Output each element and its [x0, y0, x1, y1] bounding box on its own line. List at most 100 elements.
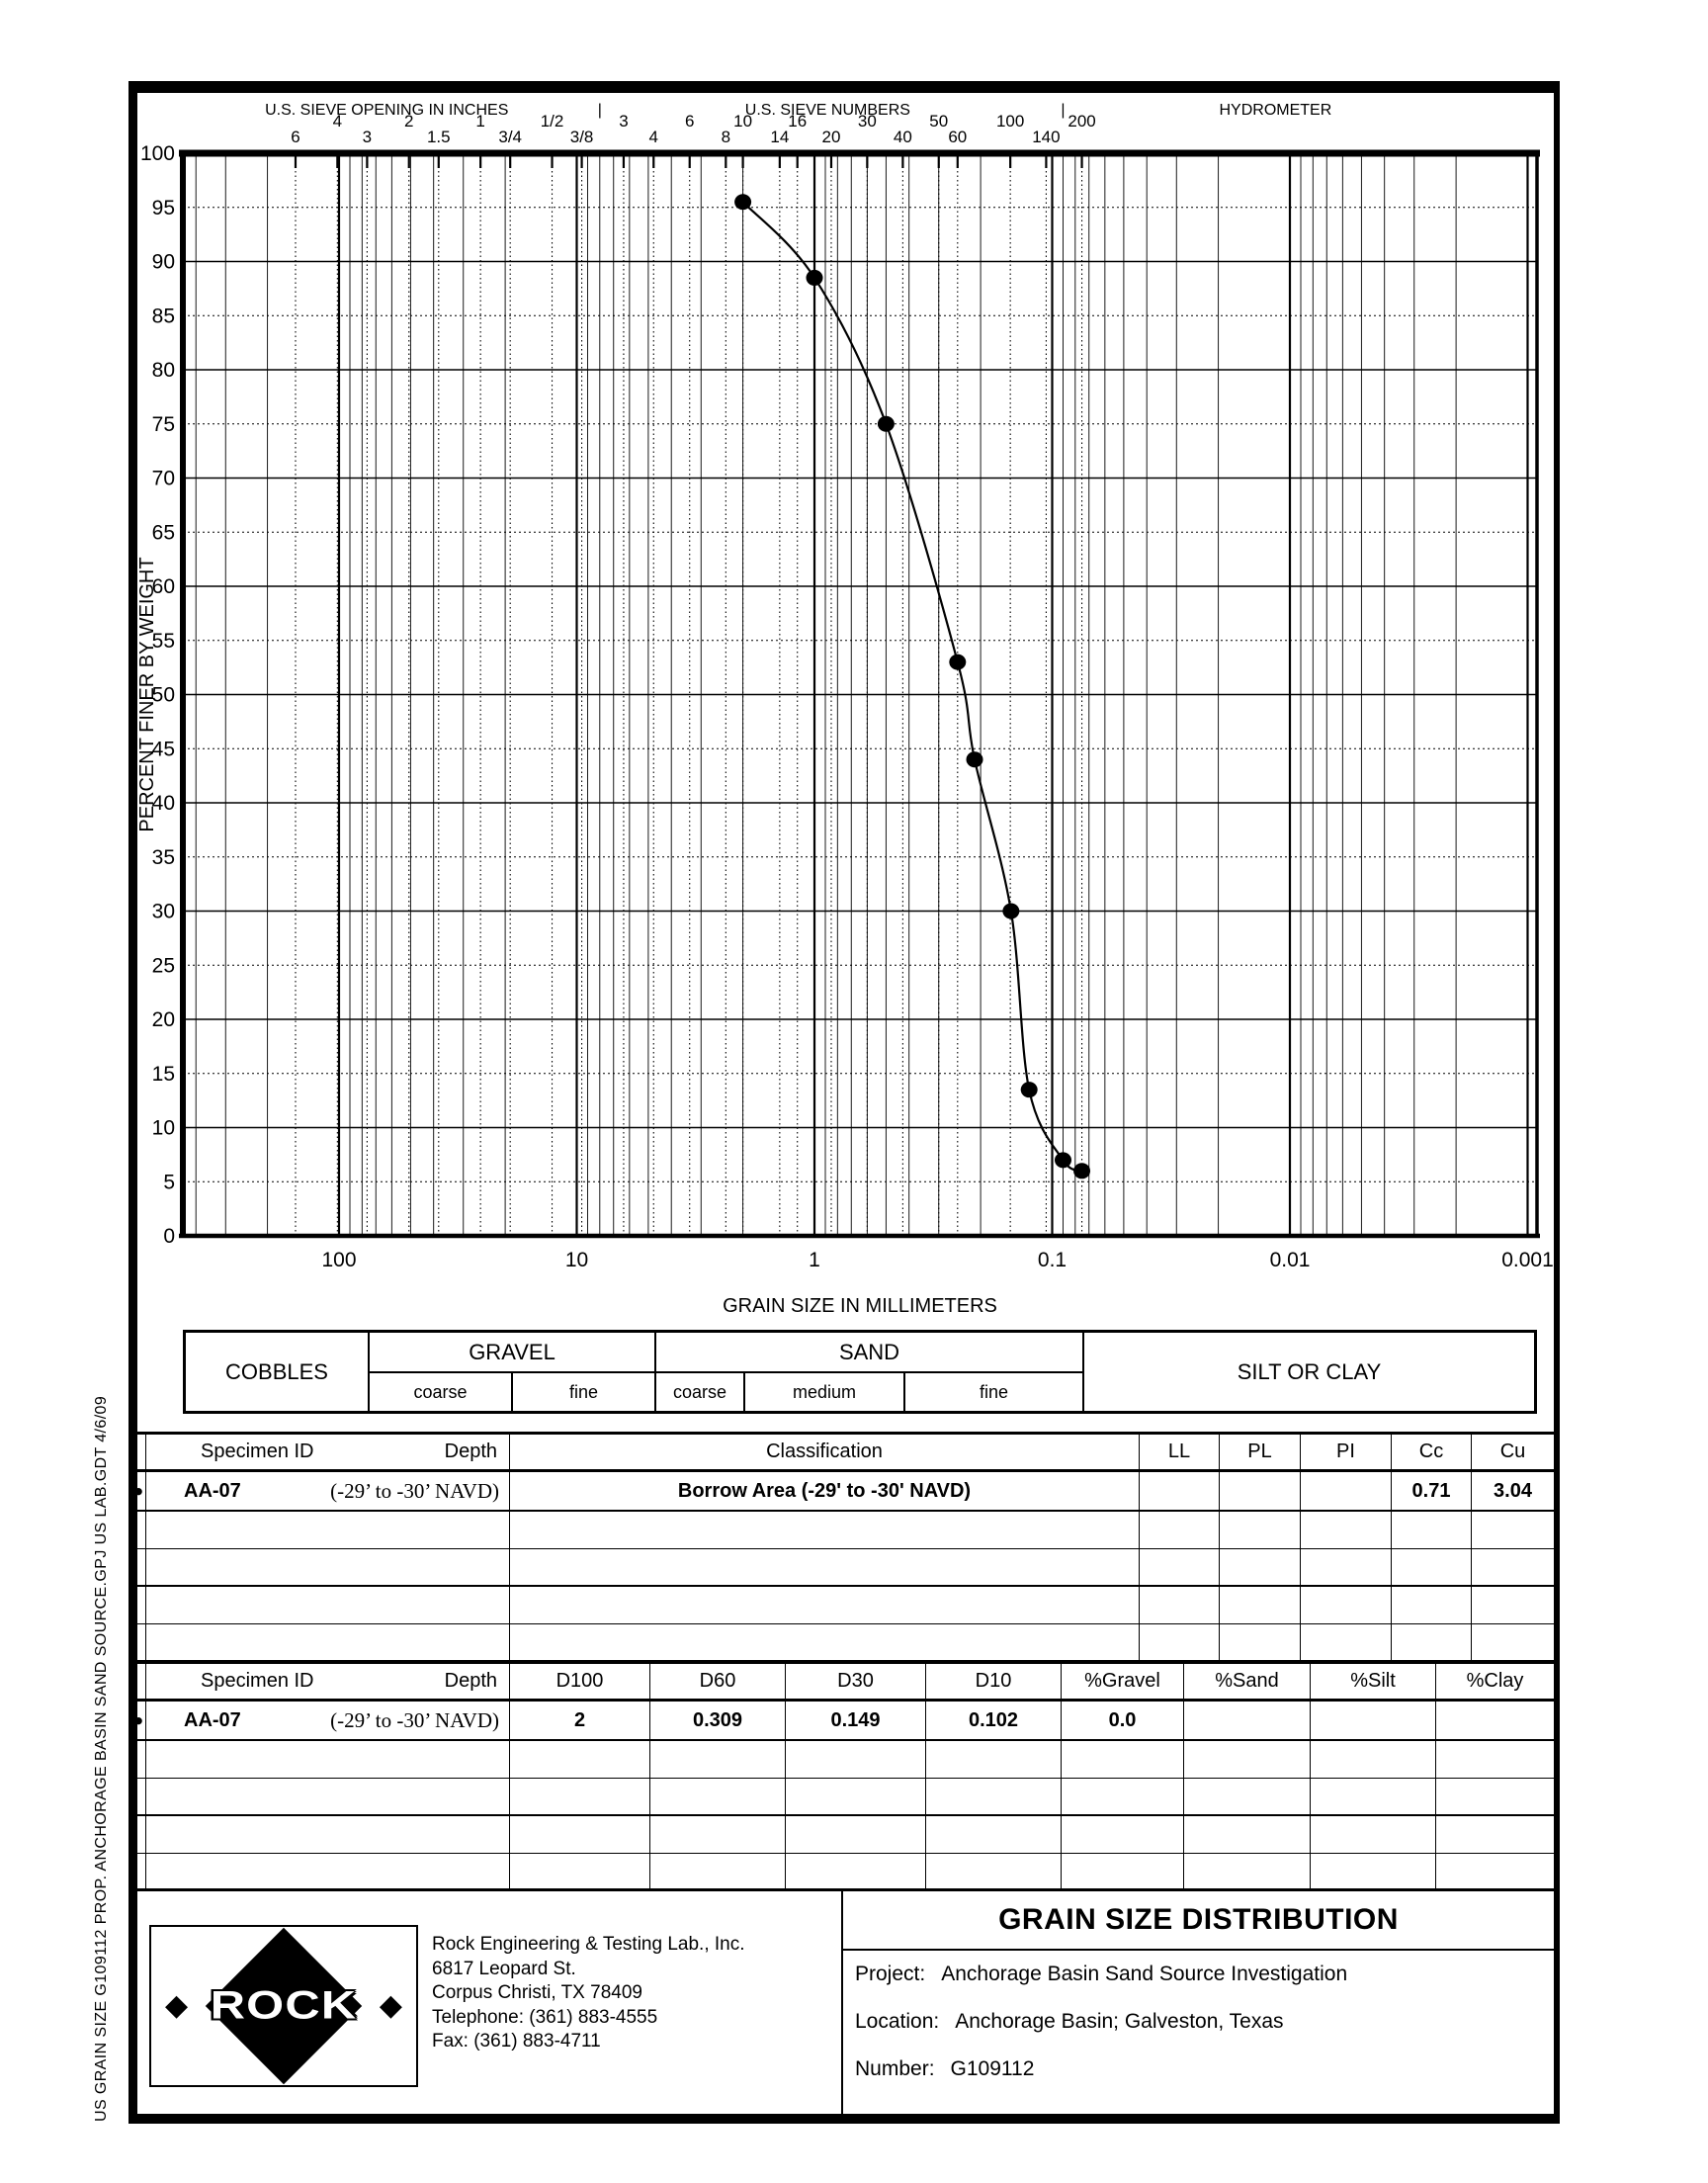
y-tick-label: 35: [152, 846, 175, 869]
data-point: [1002, 903, 1020, 919]
specimen-depth-cell: AA-07 (-29’ to -30’ NAVD): [146, 1702, 510, 1739]
d10-header: D10: [926, 1664, 1062, 1699]
data-point: [966, 751, 983, 768]
silt-pct-value: [1311, 1702, 1436, 1739]
d60-value: 0.309: [650, 1702, 786, 1739]
sieve-label: 14: [770, 128, 789, 146]
y-tick-label: 40: [152, 792, 175, 815]
y-tick-label: 10: [152, 1117, 175, 1140]
title-block: GRAIN SIZE DISTRIBUTION Project: Anchorag…: [841, 1891, 1554, 2114]
y-tick-label: 75: [152, 413, 175, 436]
sieve-label: 8: [722, 128, 730, 146]
sieve-label: 3: [619, 112, 628, 131]
sieve-label: 1/2: [541, 112, 564, 131]
data-point: [877, 415, 895, 432]
x-tick-label: 1: [809, 1249, 820, 1271]
specimen-depth-header: Specimen ID Depth: [146, 1435, 510, 1469]
data-point: [806, 269, 823, 286]
series-marker-cell: ●: [133, 1472, 146, 1510]
band-sand: SAND coarse medium fine: [656, 1333, 1084, 1411]
d60-header: D60: [650, 1664, 786, 1699]
empty-row: [137, 1854, 1554, 1891]
series-marker-cell: ●: [133, 1702, 146, 1739]
y-tick-label: 80: [152, 359, 175, 382]
logo-left-diamond-icon: ◆: [165, 1989, 189, 2022]
d100-header: D100: [510, 1664, 650, 1699]
depth-header: Depth: [444, 1441, 497, 1462]
band-sand-fine: fine: [979, 1381, 1009, 1402]
pi-header: PI: [1301, 1435, 1392, 1469]
cu-value: 3.04: [1494, 1479, 1532, 1502]
empty-row: [137, 1741, 1554, 1779]
classification-header: Classification: [510, 1435, 1140, 1469]
gradation-curve: [741, 201, 1083, 1173]
location-label: Location:: [855, 2010, 940, 2033]
number-value: G109112: [950, 2057, 1035, 2080]
sieve-label: 60: [948, 128, 967, 146]
y-tick-label: 85: [152, 305, 175, 327]
band-sand-medium: medium: [745, 1373, 905, 1411]
company-city: Corpus Christi, TX 78409: [432, 1982, 642, 2003]
sieve-label: 30: [858, 112, 877, 131]
band-gravel-coarse: coarse: [370, 1373, 513, 1411]
data-point: [949, 654, 967, 670]
sieve-label: 2: [404, 112, 413, 131]
report-title: GRAIN SIZE DISTRIBUTION: [843, 1891, 1554, 1951]
band-silt-or-clay: SILT OR CLAY: [1237, 1358, 1382, 1384]
data-point: [734, 194, 752, 211]
marker-column-header: [137, 1435, 146, 1469]
company-street: 6817 Leopard St.: [432, 1958, 576, 1979]
band-cobbles: COBBLES: [186, 1333, 370, 1411]
y-tick-label: 60: [152, 575, 175, 598]
company-fax: Fax: (361) 883-4711: [432, 2031, 601, 2052]
top-axis-separator: |: [598, 102, 602, 119]
specimen-depth-cell: AA-07 (-29’ to -30’ NAVD): [146, 1472, 510, 1510]
pl-value: [1220, 1472, 1301, 1510]
series-marker-icon: ●: [133, 1481, 144, 1501]
sieve-label: 10: [733, 112, 752, 131]
data-point: [1055, 1152, 1072, 1169]
title-block-footer: ◆ ◆ ROCK Rock Engineering & Testing Lab.…: [137, 1888, 1554, 2114]
series-marker-icon: ●: [133, 1710, 144, 1730]
clay-pct-header: %Clay: [1466, 1670, 1524, 1692]
company-address: Rock Engineering & Testing Lab., Inc. 68…: [432, 1933, 745, 2054]
d10-value: 0.102: [926, 1702, 1062, 1739]
band-sand-coarse: coarse: [656, 1373, 745, 1411]
depth-header: Depth: [444, 1670, 497, 1692]
sieve-label: 16: [788, 112, 807, 131]
sieve-label: 50: [929, 112, 948, 131]
band-sand-label: SAND: [656, 1333, 1082, 1373]
band-gravel: GRAVEL coarse fine: [370, 1333, 656, 1411]
report-sheet: 6 4 3 2 1.5 1 3/4 1/2 3/8 3 4 6 8 10 14 16 20 30 40 50 60 100…: [128, 81, 1560, 2124]
sieve-label: 4: [333, 112, 342, 131]
y-tick-label: 15: [152, 1063, 175, 1086]
x-tick-label: 0.1: [1038, 1249, 1067, 1271]
y-tick-label: 65: [152, 521, 175, 544]
ll-value: [1140, 1472, 1220, 1510]
sieve-label: 140: [1032, 128, 1060, 146]
cc-header: Cc: [1392, 1435, 1472, 1469]
classification-table: Specimen ID Depth Classification LL PL P…: [133, 1432, 1554, 1662]
rock-logo: ◆ ◆ ROCK: [149, 1925, 418, 2087]
classification-table-row: ● AA-07 (-29’ to -30’ NAVD) Borrow Area …: [133, 1472, 1554, 1512]
silt-pct-header: %Silt: [1311, 1664, 1436, 1699]
specimen-depth-header: Specimen ID Depth: [146, 1664, 510, 1699]
sieve-label: 40: [894, 128, 912, 146]
marker-column-header: [137, 1664, 146, 1699]
number-line: Number: G109112: [855, 2057, 1034, 2081]
logo-right-diamond-icon: ◆: [379, 1989, 402, 2022]
y-tick-label: 90: [152, 251, 175, 274]
specimen-id-header: Specimen ID: [201, 1441, 314, 1462]
ll-header: LL: [1140, 1435, 1220, 1469]
top-axis-section-label: HYDROMETER: [1220, 102, 1332, 119]
soil-size-band-table: COBBLES GRAVEL coarse fine SAND coarse m…: [183, 1330, 1537, 1414]
specimen-id-value: AA-07: [184, 1708, 241, 1731]
d100-value: 2: [510, 1702, 650, 1739]
sieve-label: 1: [475, 112, 484, 131]
gravel-pct-header: %Gravel: [1062, 1664, 1184, 1699]
sieve-label: 4: [649, 128, 658, 146]
sieve-label: 3/4: [498, 128, 522, 146]
band-gravel-label: GRAVEL: [370, 1333, 654, 1373]
x-tick-label: 10: [565, 1249, 588, 1271]
depth-value: (-29’ to -30’ NAVD): [330, 1707, 499, 1732]
